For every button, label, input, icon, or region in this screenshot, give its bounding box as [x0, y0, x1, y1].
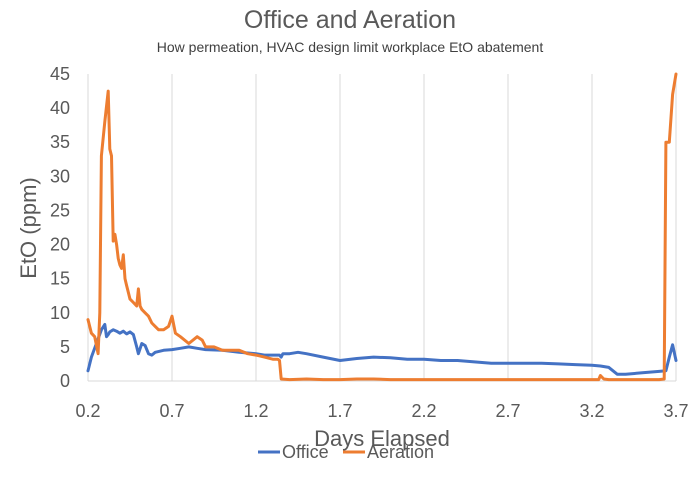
series-line-office — [86, 322, 678, 376]
y-tick-label: 5 — [60, 337, 70, 357]
y-tick-label: 30 — [50, 166, 70, 186]
x-axis-ticks: 0.2 0.7 1.2 1.7 2.2 2.7 3.2 3.7 — [75, 401, 688, 421]
x-tick-label: 3.2 — [579, 401, 604, 421]
chart-subtitle: How permeation, HVAC design limit workpl… — [157, 39, 544, 55]
legend-label-office: Office — [282, 442, 329, 462]
y-tick-label: 10 — [50, 303, 70, 323]
y-tick-label: 45 — [50, 64, 70, 84]
y-tick-label: 40 — [50, 98, 70, 118]
y-axis-ticks: 0 5 10 15 20 25 30 35 40 45 — [50, 64, 70, 391]
x-axis-label: Days Elapsed — [314, 426, 450, 451]
y-tick-label: 35 — [50, 132, 70, 152]
x-tick-label: 0.2 — [75, 401, 100, 421]
x-tick-label: 1.2 — [243, 401, 268, 421]
x-tick-label: 2.2 — [411, 401, 436, 421]
x-tick-label: 3.7 — [663, 401, 688, 421]
y-tick-label: 20 — [50, 235, 70, 255]
legend: Office Aeration — [258, 442, 434, 462]
y-tick-label: 0 — [60, 371, 70, 391]
grid — [87, 74, 677, 381]
series-lines — [86, 72, 678, 382]
y-tick-label: 15 — [50, 269, 70, 289]
legend-label-aeration: Aeration — [367, 442, 434, 462]
y-axis-label: EtO (ppm) — [16, 177, 41, 278]
y-tick-label: 25 — [50, 200, 70, 220]
x-tick-label: 1.7 — [327, 401, 352, 421]
series-line-aeration — [86, 72, 678, 382]
chart-title: Office and Aeration — [244, 6, 456, 34]
x-tick-label: 2.7 — [495, 401, 520, 421]
x-tick-label: 0.7 — [159, 401, 184, 421]
